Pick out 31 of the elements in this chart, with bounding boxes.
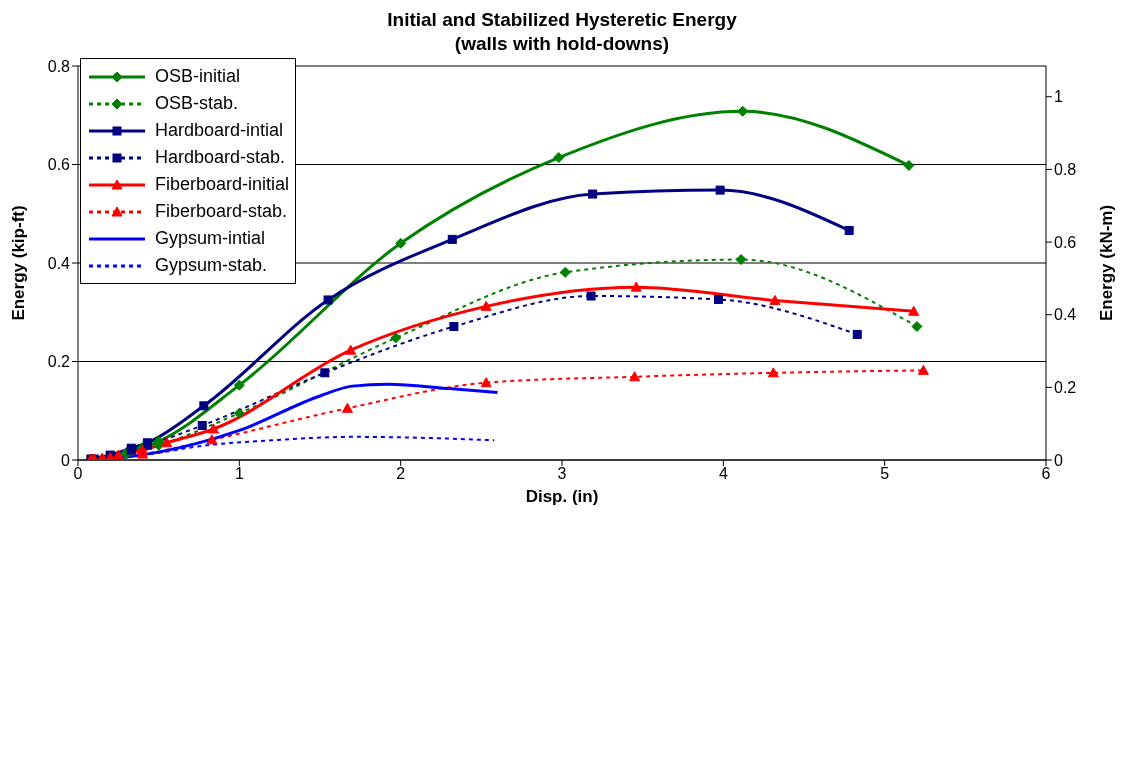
legend-label: OSB-initial [155,66,241,87]
legend-label: Gypsum-intial [155,228,266,249]
y-tick-label: 0.2 [47,353,71,371]
legend-label: Fiberboard-initial [155,174,290,195]
x-tick-label: 1 [234,465,244,483]
y2-axis-title: Energy (kN-m) [1097,204,1117,322]
chart-subtitle: (walls with hold-downs) [453,32,671,56]
x-tick-label: 5 [880,465,890,483]
legend-label: Hardboard-intial [155,120,284,141]
y-tick-label: 0 [61,451,71,469]
x-tick-label: 3 [557,465,567,483]
legend-label: Fiberboard-stab. [155,201,288,222]
chart-title: Initial and Stabilized Hysteretic Energy [386,8,738,32]
y2-tick-label: 1 [1054,88,1063,106]
y2-tick-label: 0.8 [1054,161,1077,179]
x-axis-title: Disp. (in) [525,487,599,506]
x-tick-label: 2 [396,465,406,483]
legend-label: Hardboard-stab. [155,147,286,168]
y2-tick-label: 0.2 [1054,379,1077,397]
y-axis-title: Energy (kip-ft) [9,205,29,321]
legend-label: Gypsum-stab. [155,255,268,276]
y-tick-label: 0.4 [47,254,71,272]
y2-tick-label: 0.4 [1054,306,1077,324]
y-tick-label: 0.8 [47,57,71,75]
x-tick-label: 4 [718,465,728,483]
x-tick-label: 0 [73,465,83,483]
legend-label: OSB-stab. [155,93,239,114]
y2-tick-label: 0 [1054,451,1063,469]
y2-tick-label: 0.6 [1054,233,1077,251]
x-tick-label: 6 [1041,465,1051,483]
y-tick-label: 0.6 [47,156,71,174]
